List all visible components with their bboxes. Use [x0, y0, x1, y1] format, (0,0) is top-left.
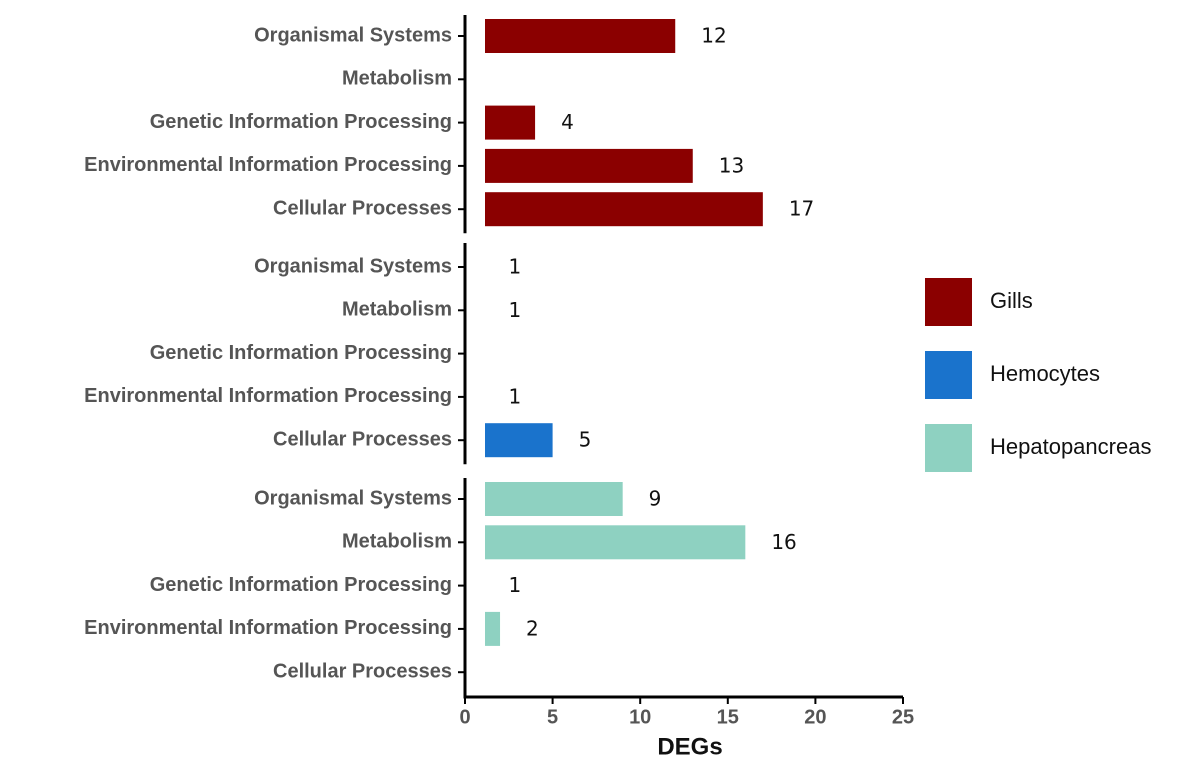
x-axis-label: DEGs — [657, 733, 722, 760]
legend-swatch — [925, 424, 972, 472]
value-label: 2 — [526, 616, 539, 640]
category-label: Environmental Information Processing — [84, 154, 452, 176]
category-label: Metabolism — [342, 299, 452, 321]
category-label: Environmental Information Processing — [84, 385, 452, 407]
value-label: 9 — [649, 487, 662, 511]
legend-label: Gills — [990, 288, 1033, 313]
category-label: Genetic Information Processing — [150, 574, 452, 596]
value-label: 4 — [561, 110, 574, 134]
category-label: Cellular Processes — [273, 428, 452, 450]
legend-swatch — [925, 351, 972, 399]
x-tick-label: 10 — [629, 706, 651, 728]
legend-swatch — [925, 278, 972, 326]
value-label: 13 — [719, 153, 744, 177]
category-label: Genetic Information Processing — [150, 111, 452, 133]
value-label: 17 — [789, 197, 814, 221]
bar — [485, 192, 763, 227]
bar — [485, 148, 693, 183]
bar — [485, 482, 623, 516]
x-tick-label: 0 — [459, 706, 470, 728]
category-label: Organismal Systems — [254, 24, 452, 46]
category-label: Environmental Information Processing — [84, 617, 452, 639]
category-label: Genetic Information Processing — [150, 342, 452, 364]
x-tick-label: 25 — [892, 706, 914, 728]
value-label: 16 — [771, 530, 796, 554]
bar — [485, 611, 501, 646]
bar — [485, 423, 553, 458]
category-label: Metabolism — [342, 68, 452, 90]
x-tick-label: 5 — [547, 706, 558, 728]
value-label: 1 — [509, 384, 522, 408]
legend-label: Hepatopancreas — [990, 434, 1151, 459]
category-label: Organismal Systems — [254, 487, 452, 509]
value-label: 1 — [509, 255, 522, 279]
x-tick-label: 15 — [717, 706, 739, 728]
value-label: 1 — [509, 573, 522, 597]
category-label: Cellular Processes — [273, 197, 452, 219]
category-label: Cellular Processes — [273, 660, 452, 682]
legend-label: Hemocytes — [990, 361, 1100, 386]
x-tick-label: 20 — [804, 706, 826, 728]
bar — [485, 525, 746, 560]
category-label: Organismal Systems — [254, 255, 452, 277]
value-label: 5 — [579, 428, 592, 452]
category-label: Metabolism — [342, 531, 452, 553]
bar — [485, 105, 536, 140]
value-label: 12 — [701, 24, 726, 48]
value-label: 1 — [509, 298, 522, 322]
bar — [485, 19, 676, 53]
